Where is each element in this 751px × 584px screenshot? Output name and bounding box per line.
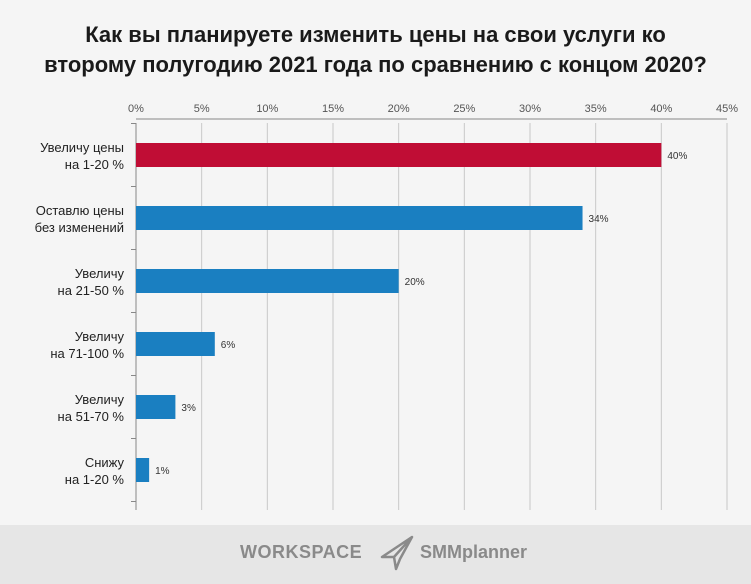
category-label: на 1-20 % [65,157,125,172]
data-label: 1% [155,466,170,477]
bar [136,395,176,419]
x-tick-label: 35% [585,103,607,115]
data-label: 34% [589,214,609,225]
category-label: без изменений [35,220,124,235]
data-label: 40% [667,151,687,162]
category-label: Увеличу [75,329,125,344]
category-label: на 1-20 % [65,472,125,487]
data-label: 3% [181,403,196,414]
category-label: Оставлю цены [36,203,124,218]
category-label: Увеличу цены [40,140,124,155]
category-label: на 21-50 % [58,283,125,298]
data-label: 6% [221,340,236,351]
chart-title-line-2: второму полугодию 2021 года по сравнению… [44,52,707,77]
category-label: Увеличу [75,266,125,281]
x-tick-label: 5% [194,103,210,115]
bar [136,458,150,482]
category-label: Увеличу [75,392,125,407]
x-tick-label: 10% [256,103,278,115]
category-label: Снижу [85,455,125,470]
bar-chart: 0% 5% 10% 15% 20% 25% 30% 35% 40% 45% 40% Увеличу ц… [35,103,738,510]
bar [136,332,215,356]
paper-plane-icon [380,535,414,571]
category-label: на 51-70 % [58,409,125,424]
x-tick-label: 20% [388,103,410,115]
smmplanner-logo: SMMplanner [420,542,528,562]
x-tick-label: 30% [519,103,541,115]
category-label: на 71-100 % [50,346,124,361]
bar [136,143,662,167]
footer: WORKSPACE SMMplanner [0,525,751,584]
x-tick-label: 15% [322,103,344,115]
x-tick-label: 45% [716,103,738,115]
chart-title: Как вы планируете изменить цены на свои … [0,20,751,80]
bar [136,206,583,230]
chart-title-line-1: Как вы планируете изменить цены на свои … [85,22,666,47]
x-tick-label: 25% [453,103,475,115]
workspace-logo: WORKSPACE [240,542,363,562]
bar [136,269,399,293]
x-tick-label: 0% [128,103,144,115]
data-label: 20% [405,277,425,288]
x-tick-label: 40% [650,103,672,115]
